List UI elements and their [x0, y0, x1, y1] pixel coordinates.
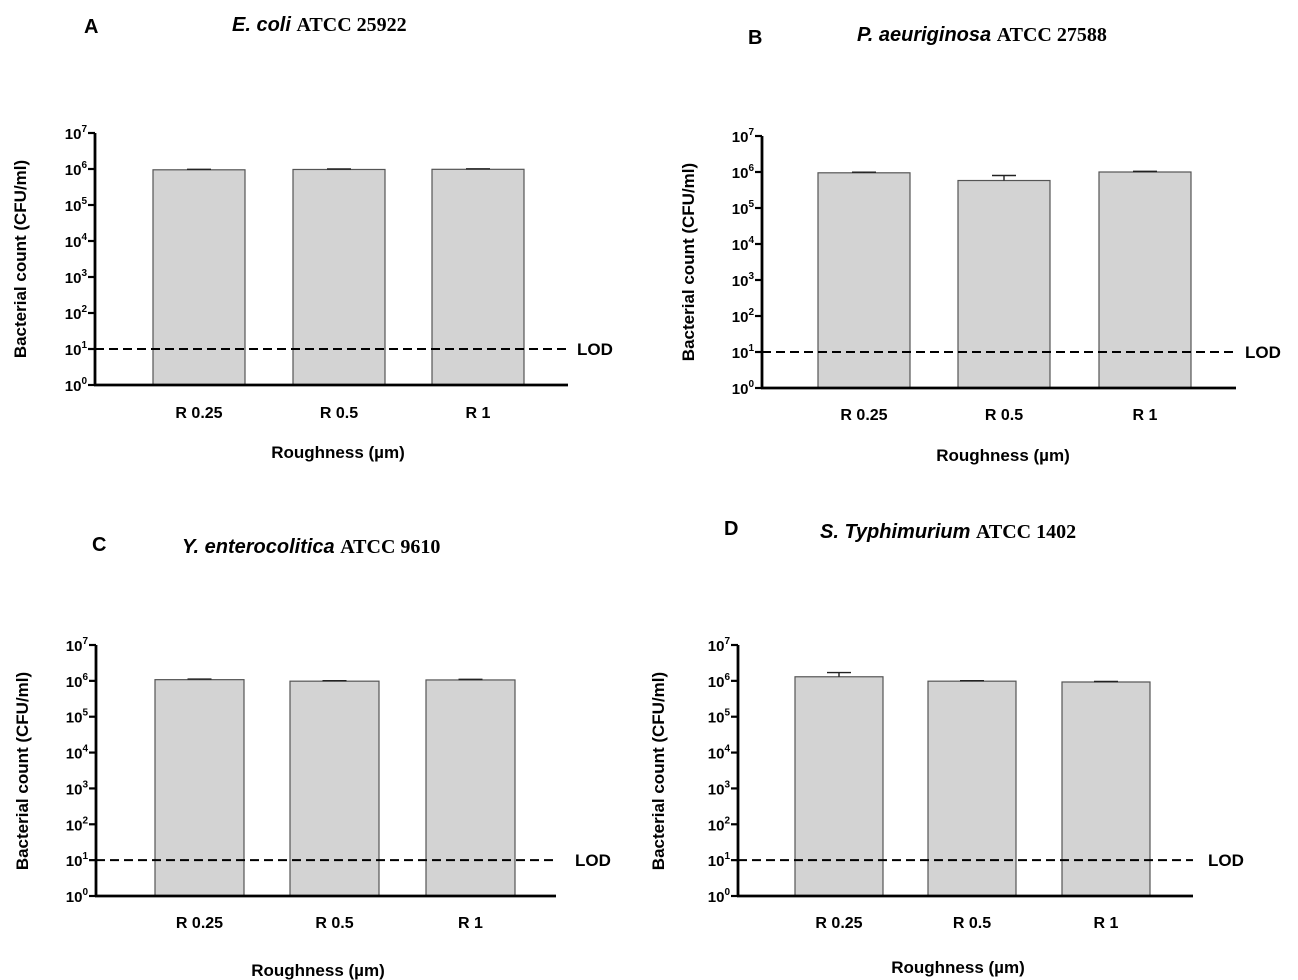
- bar-2: [292, 168, 386, 386]
- y-tick-label-2: 102: [708, 815, 731, 834]
- x-axis-label: Roughness (µm): [251, 961, 385, 980]
- y-tick-label-6: 106: [732, 163, 755, 182]
- lod-label: LOD: [575, 851, 611, 870]
- y-tick-label-5: 105: [732, 199, 755, 218]
- y-tick-label-4: 104: [708, 744, 731, 763]
- y-tick-label-6: 106: [65, 160, 88, 179]
- lod-label: LOD: [1245, 343, 1281, 362]
- x-axis-label: Roughness (µm): [271, 443, 405, 462]
- x-tick-label-3: R 1: [466, 405, 491, 422]
- x-tick-label-2: R 0.5: [985, 407, 1023, 424]
- chart-title: Y. enterocolitica ATCC 9610: [182, 536, 440, 558]
- bar-3: [1061, 681, 1151, 897]
- title-species: E. coli: [232, 14, 296, 36]
- title-species: Y. enterocolitica: [182, 536, 340, 558]
- y-tick-label-3: 103: [66, 779, 89, 798]
- y-tick-label-2: 102: [732, 307, 755, 326]
- chart-title: S. Typhimurium ATCC 1402: [820, 521, 1076, 543]
- y-tick-label-5: 105: [66, 708, 89, 727]
- x-tick-label-1: R 0.25: [840, 407, 887, 424]
- title-species: P. aeuriginosa: [857, 24, 997, 46]
- x-tick-label-3: R 1: [1133, 407, 1158, 424]
- y-tick-label-6: 106: [708, 672, 731, 691]
- y-tick-label-3: 103: [65, 268, 88, 287]
- y-tick-label-4: 104: [66, 744, 89, 763]
- chart-title: E. coli ATCC 25922: [232, 14, 407, 36]
- bar-2: [957, 179, 1051, 389]
- bar-3: [425, 679, 516, 897]
- y-tick-label-5: 105: [65, 196, 88, 215]
- y-tick-label-7: 107: [708, 636, 731, 655]
- y-tick-label-4: 104: [65, 232, 88, 251]
- bar-1: [817, 172, 911, 389]
- y-tick-label-0: 100: [65, 376, 88, 395]
- panel-letter: B: [748, 27, 762, 49]
- bar-2: [927, 680, 1017, 897]
- y-tick-label-7: 107: [65, 124, 88, 143]
- chart-title: P. aeuriginosa ATCC 27588: [857, 24, 1107, 46]
- y-tick-label-6: 106: [66, 672, 89, 691]
- y-axis-label: Bacterial count (CFU/ml): [679, 163, 698, 361]
- y-tick-label-1: 101: [65, 340, 88, 359]
- y-tick-label-0: 100: [732, 379, 755, 398]
- x-tick-label-2: R 0.5: [320, 405, 358, 422]
- y-tick-label-1: 101: [66, 851, 89, 870]
- panel-letter: A: [84, 16, 98, 38]
- y-tick-label-7: 107: [732, 127, 755, 146]
- lod-label: LOD: [1208, 851, 1244, 870]
- y-tick-label-3: 103: [708, 779, 731, 798]
- y-tick-label-4: 104: [732, 235, 755, 254]
- x-tick-label-1: R 0.25: [815, 915, 862, 932]
- chart-panel-a: A E. coli ATCC 25922 R 0.25 R 0.5 R 1 LOD 100 1…: [11, 14, 613, 462]
- bar-2: [289, 680, 380, 897]
- y-tick-label-3: 103: [732, 271, 755, 290]
- y-tick-label-1: 101: [732, 343, 755, 362]
- y-tick-label-7: 107: [66, 636, 89, 655]
- x-tick-label-3: R 1: [1094, 915, 1119, 932]
- chart-panel-b: B P. aeuriginosa ATCC 27588 R 0.25 R 0.5 R 1…: [679, 24, 1281, 465]
- x-axis-label: Roughness (µm): [891, 958, 1025, 977]
- y-axis-label: Bacterial count (CFU/ml): [649, 672, 668, 870]
- y-tick-label-0: 100: [708, 887, 731, 906]
- x-tick-label-1: R 0.25: [175, 405, 222, 422]
- chart-panel-d: D S. Typhimurium ATCC 1402 R 0.25 R 0.5 R 1 L…: [649, 518, 1244, 977]
- y-tick-label-0: 100: [66, 887, 89, 906]
- panel-letter: D: [724, 518, 738, 540]
- x-tick-label-3: R 1: [458, 915, 483, 932]
- y-axis-label: Bacterial count (CFU/ml): [11, 160, 30, 358]
- y-axis-label: Bacterial count (CFU/ml): [13, 672, 32, 870]
- title-strain: ATCC 1402: [976, 521, 1076, 543]
- y-tick-label-2: 102: [65, 304, 88, 323]
- bar-3: [1098, 171, 1192, 389]
- x-tick-label-2: R 0.5: [953, 915, 991, 932]
- chart-panel-c: C Y. enterocolitica ATCC 9610 R 0.25 R 0.5 R…: [13, 534, 611, 980]
- title-species: S. Typhimurium: [820, 521, 976, 543]
- panel-letter: C: [92, 534, 106, 556]
- x-axis-label: Roughness (µm): [936, 446, 1070, 465]
- title-strain: ATCC 9610: [340, 536, 440, 558]
- bar-1: [794, 676, 884, 897]
- x-tick-label-1: R 0.25: [176, 915, 223, 932]
- title-strain: ATCC 27588: [997, 24, 1107, 46]
- lod-label: LOD: [577, 340, 613, 359]
- bar-1: [152, 169, 246, 386]
- bar-1: [154, 679, 245, 897]
- y-tick-label-5: 105: [708, 708, 731, 727]
- title-strain: ATCC 25922: [296, 14, 406, 36]
- x-tick-label-2: R 0.5: [315, 915, 353, 932]
- y-tick-label-2: 102: [66, 815, 89, 834]
- y-tick-label-1: 101: [708, 851, 731, 870]
- bar-3: [431, 168, 525, 386]
